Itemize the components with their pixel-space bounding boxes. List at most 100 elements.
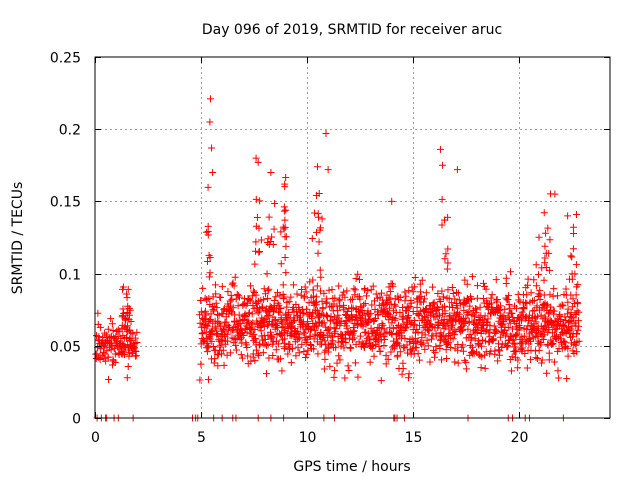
- data-point: [259, 303, 267, 311]
- data-point: [281, 254, 289, 262]
- data-point: [251, 260, 259, 268]
- data-point: [276, 291, 284, 299]
- data-point: [542, 249, 550, 257]
- data-point: [423, 336, 431, 344]
- data-point: [399, 313, 407, 321]
- data-point: [505, 292, 513, 300]
- data-point: [568, 253, 576, 261]
- data-point: [451, 295, 459, 303]
- data-point: [206, 315, 214, 323]
- data-point: [516, 323, 524, 331]
- chart-title: Day 096 of 2019, SRMTID for receiver aru…: [202, 22, 502, 38]
- data-point: [213, 331, 221, 339]
- x-tick-label: 15: [405, 430, 423, 446]
- data-point: [294, 344, 302, 352]
- data-point: [511, 343, 519, 351]
- data-point: [124, 362, 132, 370]
- data-point: [536, 295, 544, 303]
- data-point: [206, 300, 214, 308]
- data-point: [482, 327, 490, 335]
- data-point: [453, 166, 461, 174]
- data-point: [444, 259, 452, 267]
- data-point: [342, 338, 350, 346]
- data-point: [228, 280, 236, 288]
- y-tick-label: 0.15: [50, 195, 81, 211]
- data-point: [565, 329, 573, 337]
- data-point: [260, 323, 268, 331]
- data-point: [478, 342, 486, 350]
- data-point: [504, 343, 512, 351]
- data-point: [533, 312, 541, 320]
- data-point: [203, 321, 211, 329]
- data-point: [339, 331, 347, 339]
- data-point: [409, 345, 417, 353]
- data-point: [501, 305, 509, 313]
- data-point: [279, 223, 287, 231]
- data-point: [404, 313, 412, 321]
- data-point: [374, 311, 382, 319]
- data-point: [233, 335, 241, 343]
- data-point: [539, 336, 547, 344]
- data-point: [532, 282, 540, 290]
- data-point: [277, 228, 285, 236]
- data-point: [211, 281, 219, 289]
- data-point: [298, 285, 306, 293]
- data-point: [250, 287, 258, 295]
- data-point: [252, 195, 260, 203]
- data-point: [546, 291, 554, 299]
- data-point: [535, 290, 543, 298]
- axis-ticks: 0 0.05 0.1 0.15 0.2 0.25 0 5 10 15 20: [50, 51, 610, 446]
- data-point: [440, 302, 448, 310]
- data-point: [205, 343, 213, 351]
- data-point: [409, 288, 417, 296]
- data-point: [100, 343, 108, 351]
- data-point: [444, 286, 452, 294]
- data-point: [481, 351, 489, 359]
- data-point: [377, 377, 385, 385]
- data-point: [336, 295, 344, 303]
- data-point: [204, 342, 212, 350]
- data-point: [270, 225, 278, 233]
- data-point: [276, 331, 284, 339]
- data-point: [314, 350, 322, 358]
- data-point: [126, 337, 134, 345]
- data-point: [280, 293, 288, 301]
- data-point: [247, 297, 255, 305]
- data-point: [310, 335, 318, 343]
- data-point: [340, 306, 348, 314]
- data-point: [542, 301, 550, 309]
- data-point: [467, 295, 475, 303]
- data-point: [416, 321, 424, 329]
- data-point: [109, 357, 117, 365]
- data-point: [370, 352, 378, 360]
- data-point: [311, 326, 319, 334]
- data-point: [367, 309, 375, 317]
- data-point: [295, 349, 303, 357]
- data-point: [448, 299, 456, 307]
- data-point: [288, 345, 296, 353]
- data-point: [398, 370, 406, 378]
- data-point: [443, 265, 451, 273]
- data-point: [411, 274, 419, 282]
- data-point: [508, 353, 516, 361]
- data-point: [330, 373, 338, 381]
- data-point: [481, 364, 489, 372]
- data-point: [259, 296, 267, 304]
- data-point: [567, 252, 575, 260]
- data-point: [278, 367, 286, 375]
- data-point: [255, 351, 263, 359]
- data-point: [520, 332, 528, 340]
- data-point: [361, 299, 369, 307]
- data-point: [415, 294, 423, 302]
- data-point: [387, 348, 395, 356]
- data-point: [549, 340, 557, 348]
- data-point: [210, 359, 218, 367]
- data-point: [569, 245, 577, 253]
- data-point: [281, 324, 289, 332]
- data-point: [281, 335, 289, 343]
- x-axis-label: GPS time / hours: [293, 459, 410, 475]
- data-point: [253, 214, 261, 222]
- data-point: [325, 286, 333, 294]
- data-point: [556, 310, 564, 318]
- data-point: [246, 282, 254, 290]
